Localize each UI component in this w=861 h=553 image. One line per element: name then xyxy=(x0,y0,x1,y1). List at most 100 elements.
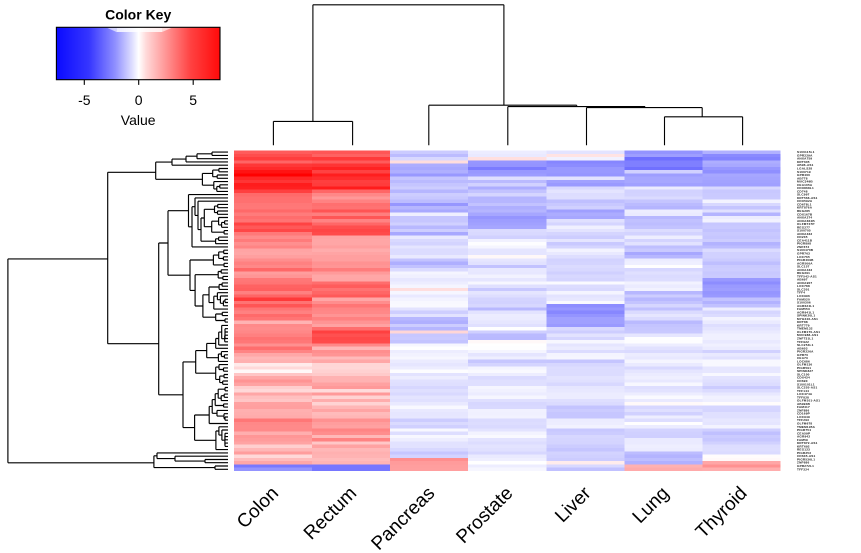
svg-text:AB778: AB778 xyxy=(797,176,808,180)
svg-text:PIGR536L1: PIGR536L1 xyxy=(797,458,815,462)
svg-text:S100470B: S100470B xyxy=(797,248,814,252)
svg-text:SLC100: SLC100 xyxy=(797,373,810,377)
svg-text:S100705: S100705 xyxy=(797,229,811,233)
svg-text:ZNF672: ZNF672 xyxy=(797,245,809,249)
svg-text:CDX592A: CDX592A xyxy=(797,199,813,203)
svg-text:LOC996: LOC996 xyxy=(797,294,810,298)
svg-text:TFF144: TFF144 xyxy=(797,389,809,393)
svg-text:OLFM170-AS1: OLFM170-AS1 xyxy=(797,330,820,334)
svg-text:ANXA664B: ANXA664B xyxy=(797,219,815,223)
svg-text:KRT876A: KRT876A xyxy=(797,206,813,210)
svg-text:ANXA274: ANXA274 xyxy=(797,216,812,220)
svg-text:KRT566-AS1: KRT566-AS1 xyxy=(797,196,818,200)
svg-text:GPR229A: GPR229A xyxy=(797,153,813,157)
svg-text:SPINK827: SPINK827 xyxy=(797,369,813,373)
svg-text:CDX434: CDX434 xyxy=(797,376,810,380)
svg-text:S100306: S100306 xyxy=(797,301,811,305)
svg-text:GPR763: GPR763 xyxy=(797,252,810,256)
svg-text:CD169P: CD169P xyxy=(797,412,810,416)
svg-text:CEA411B: CEA411B xyxy=(797,238,813,242)
svg-text:REG285: REG285 xyxy=(797,209,810,213)
svg-text:AGR624L1: AGR624L1 xyxy=(797,304,814,308)
svg-text:SLC255-AS1: SLC255-AS1 xyxy=(797,386,817,390)
svg-text:CD235: CD235 xyxy=(797,235,808,239)
svg-text:TFF324: TFF324 xyxy=(797,467,809,471)
svg-text:PIGR591: PIGR591 xyxy=(797,366,811,370)
svg-text:ANXA433: ANXA433 xyxy=(797,268,812,272)
svg-text:FAM553: FAM553 xyxy=(797,307,810,311)
svg-text:MUC988-AS1: MUC988-AS1 xyxy=(797,333,818,337)
svg-text:TMEM195A: TMEM195A xyxy=(797,425,816,429)
svg-text:AB697: AB697 xyxy=(797,278,808,282)
svg-text:CEA59P: CEA59P xyxy=(797,431,810,435)
svg-text:PIGR226A: PIGR226A xyxy=(797,350,814,354)
svg-text:TFF828: TFF828 xyxy=(797,395,809,399)
svg-text:CD678L1: CD678L1 xyxy=(797,202,812,206)
svg-text:CDX868L1: CDX868L1 xyxy=(797,186,814,190)
svg-text:LOC949: LOC949 xyxy=(797,415,810,419)
svg-text:KRT605: KRT605 xyxy=(797,160,810,164)
svg-text:PIGR898: PIGR898 xyxy=(797,242,811,246)
svg-text:CD748: CD748 xyxy=(797,189,808,193)
svg-text:FAM59: FAM59 xyxy=(797,438,808,442)
svg-text:KRT88: KRT88 xyxy=(797,320,808,324)
svg-text:REG391: REG391 xyxy=(797,271,810,275)
svg-text:OLFM678: OLFM678 xyxy=(797,422,812,426)
svg-text:LOC788: LOC788 xyxy=(797,284,810,288)
svg-text:S100101L1: S100101L1 xyxy=(797,382,815,386)
svg-text:SLC301: SLC301 xyxy=(797,287,810,291)
svg-text:KRT872-AS1: KRT872-AS1 xyxy=(797,441,818,445)
svg-text:MUC349B: MUC349B xyxy=(797,180,813,184)
svg-text:CDX167B: CDX167B xyxy=(797,212,813,216)
svg-text:ZNF886: ZNF886 xyxy=(797,408,809,412)
svg-text:ZNF686: ZNF686 xyxy=(797,461,809,465)
svg-text:LGALS28: LGALS28 xyxy=(797,167,812,171)
svg-text:0: 0 xyxy=(135,92,143,108)
svg-text:TFF922: TFF922 xyxy=(797,340,809,344)
svg-text:OLFM101-AS1: OLFM101-AS1 xyxy=(797,399,820,403)
svg-text:Color Key: Color Key xyxy=(105,7,171,23)
svg-text:LOC474A: LOC474A xyxy=(797,392,813,396)
svg-text:KRT779: KRT779 xyxy=(797,323,810,327)
svg-text:KRT692: KRT692 xyxy=(797,444,810,448)
svg-text:REG277: REG277 xyxy=(797,225,810,229)
svg-text:5: 5 xyxy=(189,92,197,108)
svg-text:S100719: S100719 xyxy=(797,170,811,174)
svg-text:PIGR409B: PIGR409B xyxy=(797,258,814,262)
svg-text:FAM520: FAM520 xyxy=(797,297,810,301)
svg-text:TFF293: TFF293 xyxy=(797,418,809,422)
svg-text:-5: -5 xyxy=(78,92,91,108)
svg-text:REG123: REG123 xyxy=(797,448,810,452)
svg-text:OLFM747P: OLFM747P xyxy=(797,222,815,226)
svg-text:Value: Value xyxy=(121,112,156,128)
svg-text:TFF4: TFF4 xyxy=(797,291,805,295)
svg-text:MYH246-AS1: MYH246-AS1 xyxy=(797,317,818,321)
svg-text:ZNF731L1: ZNF731L1 xyxy=(797,337,813,341)
svg-text:CEA105A: CEA105A xyxy=(797,183,813,187)
svg-text:FAM417: FAM417 xyxy=(797,405,810,409)
svg-text:AB96-AS1: AB96-AS1 xyxy=(797,163,814,167)
svg-text:S100115L1: S100115L1 xyxy=(797,150,815,154)
svg-text:SLC254L1: SLC254L1 xyxy=(797,343,814,347)
svg-text:ANXA759: ANXA759 xyxy=(797,157,812,161)
svg-text:GPR70: GPR70 xyxy=(797,353,808,357)
svg-text:CEA73: CEA73 xyxy=(797,356,808,360)
svg-text:GPR272L1: GPR272L1 xyxy=(797,464,814,468)
svg-text:SLC157: SLC157 xyxy=(797,265,810,269)
svg-text:CD635-AS1: CD635-AS1 xyxy=(797,454,816,458)
svg-text:CD690: CD690 xyxy=(797,379,808,383)
svg-text:LOC765: LOC765 xyxy=(797,255,810,259)
svg-text:SLC997: SLC997 xyxy=(797,193,810,197)
svg-text:AGR941L1: AGR941L1 xyxy=(797,310,814,314)
svg-text:ANXA333: ANXA333 xyxy=(797,232,812,236)
svg-text:TFF542-AS1: TFF542-AS1 xyxy=(797,274,817,278)
svg-text:ANXA907: ANXA907 xyxy=(797,281,812,285)
svg-text:LOC686: LOC686 xyxy=(797,359,810,363)
svg-text:AB993B: AB993B xyxy=(797,402,811,406)
svg-text:AGR942: AGR942 xyxy=(797,435,810,439)
svg-text:GPR460: GPR460 xyxy=(797,173,810,177)
svg-text:TMEM132: TMEM132 xyxy=(797,327,813,331)
svg-text:SPINK20L1: SPINK20L1 xyxy=(797,314,815,318)
svg-text:AGR506A: AGR506A xyxy=(797,261,813,265)
svg-text:PIGR253: PIGR253 xyxy=(797,451,811,455)
